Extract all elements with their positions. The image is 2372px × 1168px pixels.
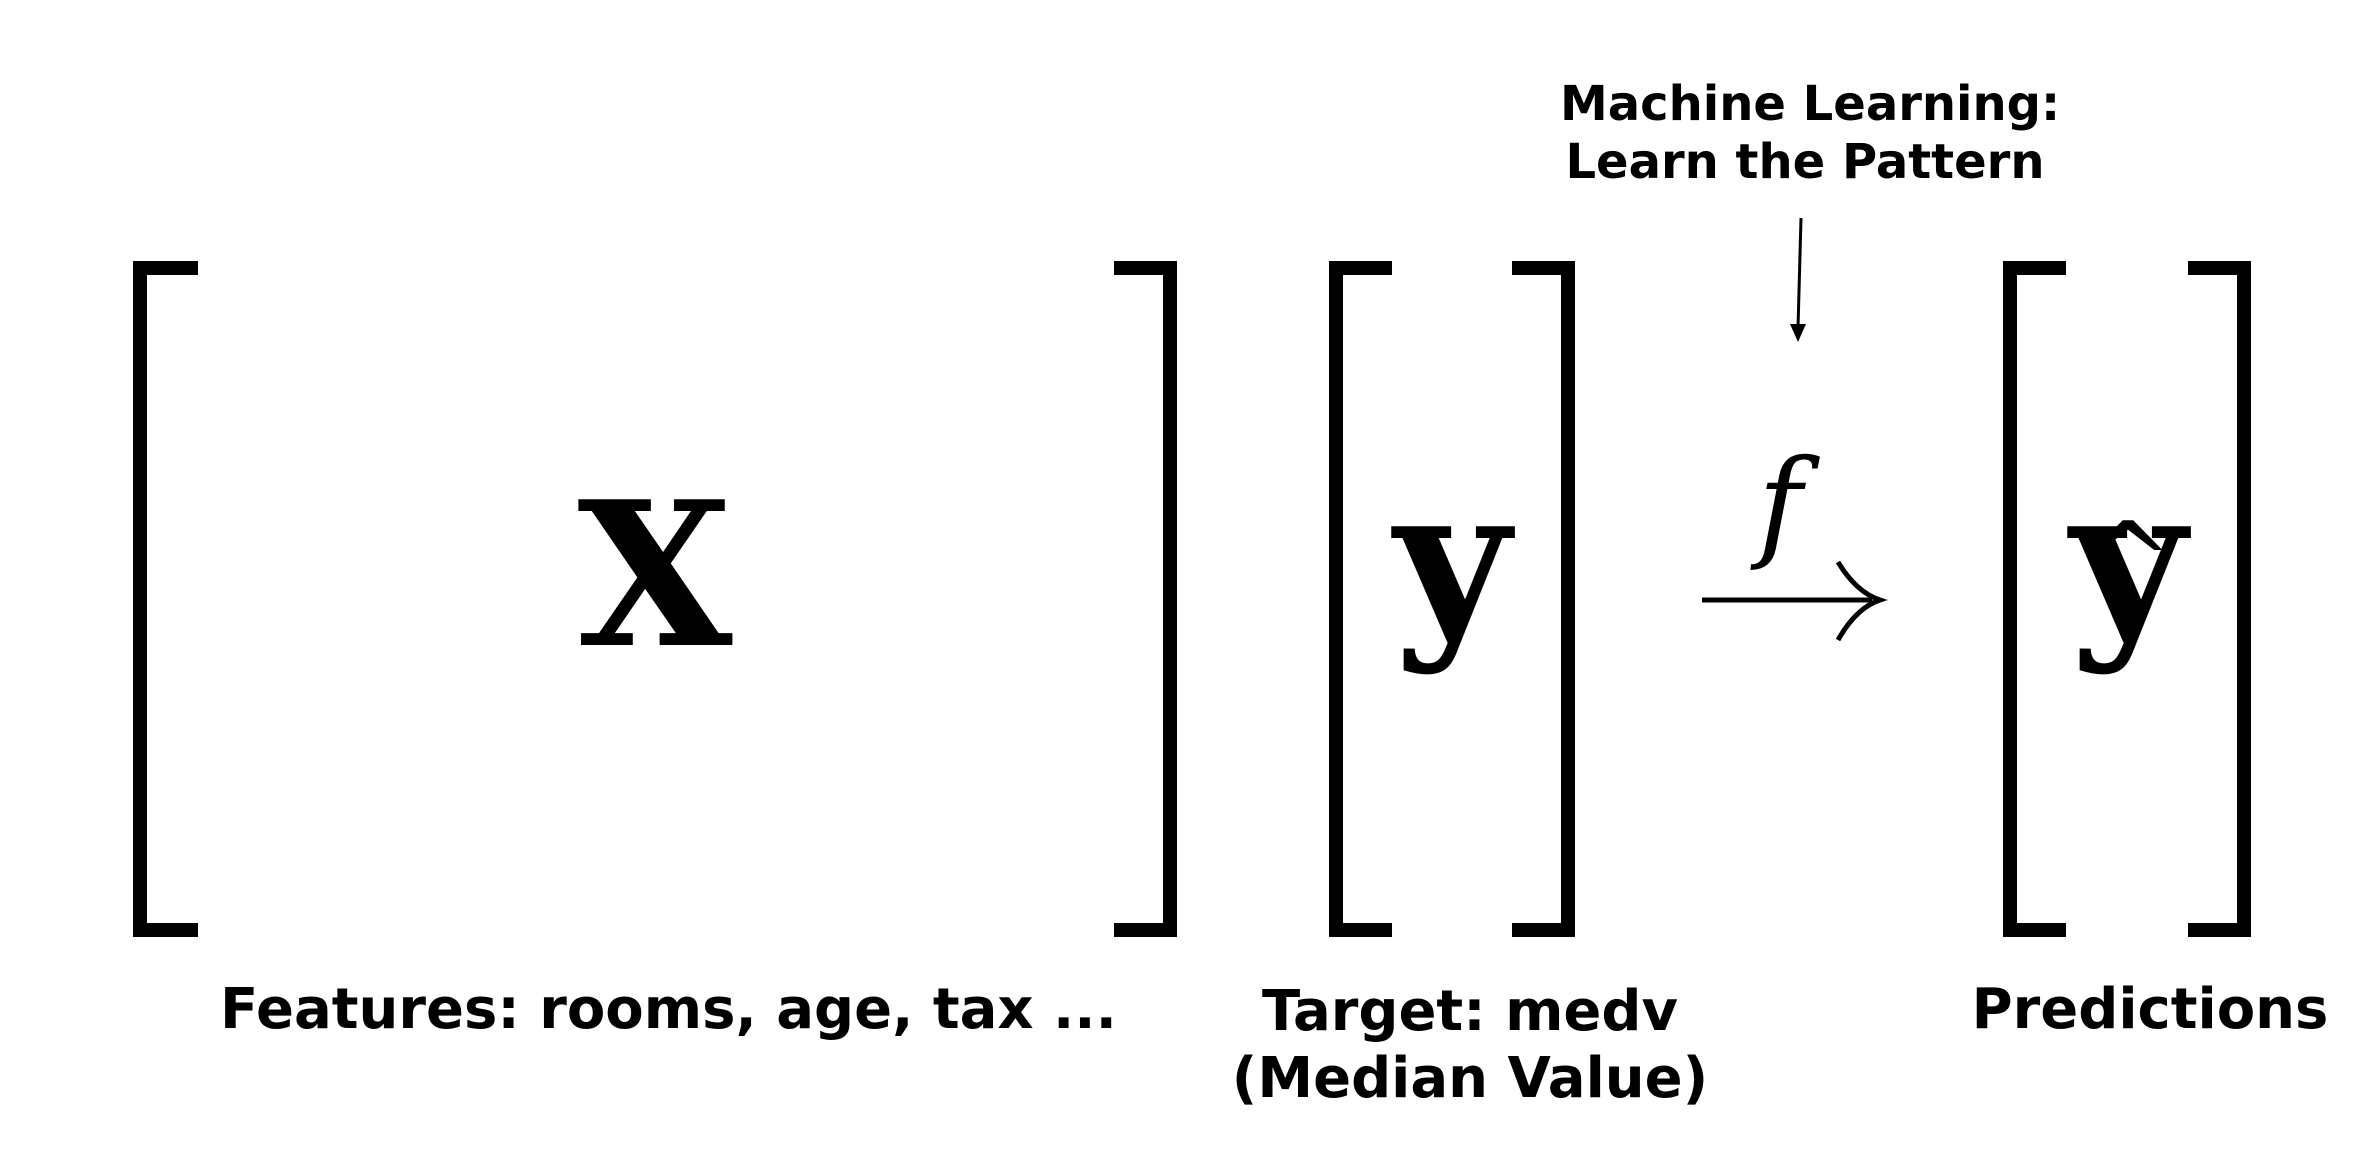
predictions-label: Predictions xyxy=(1971,977,2329,1042)
features-label: Features: rooms, age, tax ... xyxy=(220,977,1117,1042)
target-left-bracket xyxy=(1329,261,1392,937)
annotation-line-2: Learn the Pattern xyxy=(1565,133,2045,190)
annotation-arrow xyxy=(1790,217,1806,342)
target-label: Target: medv (Median Value) xyxy=(1210,978,1730,1112)
annotation-line-1: Machine Learning: xyxy=(1560,76,2061,132)
prediction-right-bracket xyxy=(2188,261,2251,937)
prediction-left-bracket xyxy=(2003,261,2066,937)
prediction-hat-symbol: ^ xyxy=(2082,498,2174,626)
target-label-line-1: Target: medv xyxy=(1261,979,1679,1044)
features-right-bracket xyxy=(1114,261,1177,937)
prediction-vector-symbol: y xyxy=(2067,443,2191,678)
mapping-arrow-icon xyxy=(1702,560,1888,642)
features-left-bracket xyxy=(133,261,198,937)
target-vector-symbol: y xyxy=(1391,443,1515,678)
function-symbol: f xyxy=(1750,435,1821,574)
target-label-line-2: (Median Value) xyxy=(1231,1046,1709,1112)
features-matrix-symbol: X xyxy=(577,458,732,693)
target-right-bracket xyxy=(1512,261,1575,937)
machine-learning-annotation: Machine Learning: Learn the Pattern xyxy=(1560,76,2061,191)
